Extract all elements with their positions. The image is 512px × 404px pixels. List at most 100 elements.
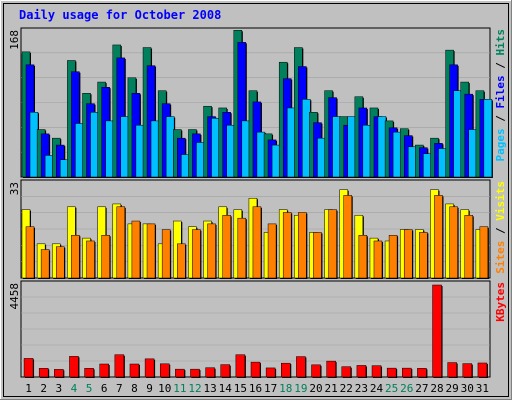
x-tick-label: 23: [355, 382, 368, 395]
pages-bar: [423, 153, 432, 178]
sites-bar: [146, 223, 156, 279]
legend-separator: /: [494, 221, 507, 241]
kbytes-bar: [144, 358, 155, 378]
pages-bar: [211, 118, 220, 178]
kbytes-bar: [190, 368, 200, 378]
pages-bar: [60, 159, 69, 178]
sites-bar: [464, 215, 473, 279]
pages-bar: [150, 120, 160, 178]
panel-visits-sites: 33 Sites / Visits: [8, 179, 507, 279]
sites-bar: [388, 235, 398, 279]
pages-bar: [302, 99, 311, 178]
x-tick-label: 5: [86, 382, 93, 395]
chart-title: Daily usage for October 2008: [19, 8, 221, 22]
kbytes-bar: [432, 284, 442, 378]
kbytes-bar: [462, 363, 473, 378]
pages-bar: [29, 112, 39, 178]
kbytes-bar: [159, 363, 170, 378]
kbytes-bar: [69, 356, 79, 378]
legend-visits: Visits: [494, 181, 507, 221]
sites-bar: [282, 212, 292, 279]
x-tick-label: 7: [116, 382, 123, 395]
legend-sites: Sites: [494, 241, 507, 274]
x-tick-label: 20: [309, 382, 322, 395]
pages-bar: [105, 120, 114, 178]
kbytes-bar: [23, 358, 34, 378]
sites-bar: [313, 232, 322, 279]
sites-bar: [403, 229, 413, 279]
pages-bar: [271, 144, 281, 178]
x-tick-label: 29: [446, 382, 459, 395]
pages-bar: [468, 129, 477, 178]
kbytes-bar: [38, 368, 49, 378]
panel-hits-files-pages: 168 Pages / Files / Hits: [8, 27, 507, 179]
sites-bar: [434, 195, 443, 279]
y-max-label: 33: [8, 182, 21, 195]
kbytes-bar: [265, 367, 276, 378]
legend-kbytes: KBytes: [494, 282, 507, 322]
legend-separator: /: [494, 109, 507, 129]
legend-files: Files: [494, 75, 507, 108]
x-tick-label: 1: [25, 382, 32, 395]
kbytes-bar: [341, 366, 352, 378]
panel-kbytes: 4458 KBytes: [8, 280, 507, 378]
sites-bar: [328, 209, 337, 279]
sites-bar: [25, 226, 35, 279]
x-tick-label: 31: [476, 382, 489, 395]
x-tick-label: 8: [131, 382, 138, 395]
x-tick-label: 6: [101, 382, 108, 395]
kbytes-bar: [296, 356, 306, 378]
x-tick-label: 16: [249, 382, 262, 395]
pages-bar: [241, 120, 251, 178]
frame-border: [3, 3, 509, 397]
x-tick-label: 11: [173, 382, 186, 395]
x-tick-label: 15: [234, 382, 247, 395]
pages-bar: [120, 116, 130, 178]
pages-bar: [181, 154, 190, 178]
kbytes-bar: [281, 362, 291, 378]
x-tick-label: 17: [264, 382, 277, 395]
legend-pages: Pages: [494, 128, 507, 161]
kbytes-bar: [99, 363, 109, 378]
pages-bar: [90, 112, 99, 178]
sites-bar: [373, 240, 383, 279]
kbytes-bar: [250, 361, 261, 378]
x-tick-label: 22: [340, 382, 353, 395]
chart-panels: 168 Pages / Files / Hits 33 Sites / Visits 4…: [8, 27, 507, 378]
kbytes-bar: [311, 364, 321, 378]
sites-bar: [449, 206, 458, 279]
x-tick-label: 10: [158, 382, 171, 395]
x-tick-label: 4: [71, 382, 78, 395]
kbytes-bar: [447, 362, 457, 378]
pages-bar: [362, 124, 372, 178]
x-tick-label: 18: [279, 382, 292, 395]
pages-bar: [377, 116, 387, 178]
kbytes-bar: [205, 367, 215, 378]
x-tick-label: 28: [430, 382, 443, 395]
x-axis-labels: 1 2 3 4 5 6 7 8 9 10 11 12 13 14 15 16 17 18 19 20 21 22 23 24 2…: [25, 382, 489, 395]
pages-bar: [196, 142, 205, 178]
kbytes-bar: [220, 364, 230, 378]
kbytes-bar: [175, 368, 185, 378]
kbytes-bar: [235, 354, 246, 378]
legend-separator: /: [494, 56, 507, 76]
sites-bar: [419, 232, 428, 279]
pages-bar: [347, 116, 356, 178]
y-max-label: 168: [8, 30, 21, 50]
pages-bar: [438, 148, 447, 178]
series-legend: Pages / Files / Hits: [494, 29, 507, 162]
sites-bar: [40, 249, 50, 279]
x-tick-label: 13: [203, 382, 216, 395]
sites-bar: [358, 235, 368, 279]
x-tick-label: 24: [370, 382, 384, 395]
sites-bar: [298, 212, 307, 279]
sites-bar: [479, 226, 489, 279]
kbytes-bar: [356, 365, 367, 378]
kbytes-bar: [477, 362, 488, 378]
pages-bar: [483, 99, 493, 178]
sites-bar: [252, 206, 262, 279]
kbytes-bar: [54, 369, 64, 378]
pages-bar: [392, 131, 402, 178]
sites-bar: [222, 215, 231, 279]
series-legend: Sites / Visits: [494, 181, 507, 274]
